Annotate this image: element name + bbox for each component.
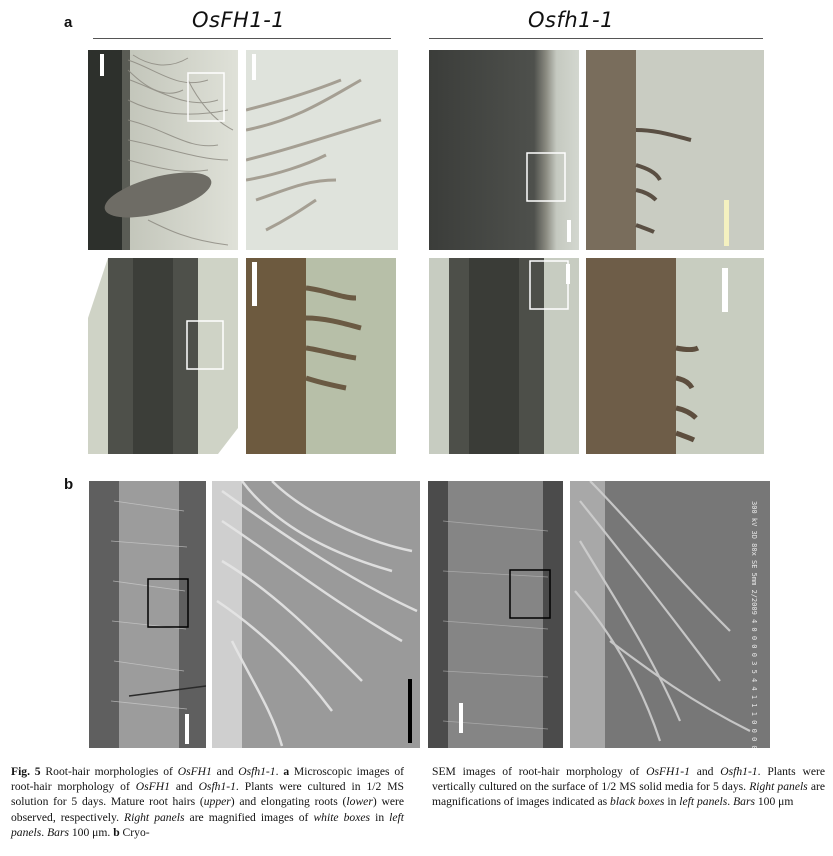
caption-text: Root-hair morphologies of: [40, 765, 178, 778]
inset-box-black: [509, 569, 551, 619]
gene-name: Osfh1-1: [198, 780, 236, 794]
caption-emph: white boxes: [313, 810, 371, 824]
micrograph-mutant-mature-overview: [429, 50, 579, 250]
inset-box-white: [186, 320, 224, 370]
caption-text: ) were observed, respectively.: [11, 795, 404, 824]
caption-text: SEM images of root-hair morphology of: [432, 765, 647, 778]
scale-bar: [91, 264, 95, 284]
genotype-title-wildtype: OsFH1-1: [192, 8, 286, 32]
scale-bar: [566, 264, 570, 284]
sem-mutant-overview: [428, 481, 563, 748]
gene-name: Osfh1-1: [720, 765, 758, 778]
gene-name: OsFH1: [177, 765, 212, 778]
caption-text: Cryo-: [119, 825, 150, 839]
caption-text: and: [169, 780, 199, 794]
gene-name: OsFH1-1: [646, 765, 690, 778]
caption-text: 100 μm: [754, 795, 794, 809]
micrograph-wt-mature-magnified: [246, 50, 398, 250]
caption-text: and: [689, 765, 721, 778]
sem-mutant-magnified: 300 kV 3D 80x SE 5mm 2/2009 4 0 0 0 0 3 …: [570, 481, 770, 748]
inset-box-black: [147, 578, 189, 628]
scale-bar: [252, 262, 257, 306]
caption-emph: lower: [346, 795, 373, 809]
micrograph-wt-mature-overview: [88, 50, 238, 250]
caption-text: Microscopic images of root-hair morpholo…: [11, 765, 404, 794]
title-rule-left: [93, 38, 391, 39]
gene-name: OsFH1: [135, 780, 170, 794]
scale-bar: [724, 200, 729, 246]
caption-text: .: [275, 765, 284, 778]
micrograph-mutant-mature-magnified: [586, 50, 764, 250]
inset-box-white: [529, 260, 569, 310]
scale-bar: [100, 54, 104, 76]
panel-a-letter: a: [64, 14, 73, 31]
caption-text: are magnified images of: [184, 810, 314, 824]
caption-text: are magnifications of images indicated a…: [432, 780, 825, 809]
gene-name: Osfh1-1: [238, 765, 276, 778]
caption-text: .: [727, 795, 734, 809]
title-rule-right: [429, 38, 763, 39]
figure-caption-left: Fig. 5 Root-hair morphologies of OsFH1 a…: [11, 764, 404, 840]
caption-emph: Bars: [733, 795, 755, 809]
sem-wt-magnified: [212, 481, 420, 748]
panel-b-letter: b: [64, 476, 74, 493]
micrograph-mutant-elongating-magnified: [586, 258, 764, 454]
micrograph-wt-elongating-magnified: [246, 258, 396, 454]
caption-text: and: [211, 765, 239, 778]
scale-bar: [567, 220, 571, 242]
sem-wt-overview: [89, 481, 206, 748]
caption-text: 100 μm.: [68, 825, 114, 839]
micrograph-mutant-elongating-overview: [429, 258, 579, 454]
figure-caption-right: SEM images of root-hair morphology of Os…: [432, 764, 825, 810]
caption-text: . Plants were vertically cultured on the…: [432, 765, 825, 794]
caption-text: . Plants were cultured in 1/2 MS solutio…: [11, 780, 404, 809]
inset-box-white: [187, 72, 225, 122]
scale-bar: [408, 679, 412, 743]
caption-emph: black boxes: [610, 795, 665, 809]
caption-emph: Right panels: [749, 780, 808, 794]
caption-emph: left panels: [11, 810, 404, 839]
scale-bar: [722, 268, 728, 312]
scale-bar: [185, 714, 189, 744]
caption-emph: left panels: [679, 795, 728, 809]
panel-ref: a: [283, 765, 290, 778]
caption-text: in: [664, 795, 680, 809]
caption-text: ) and elongating roots (: [230, 795, 347, 809]
scale-bar: [459, 703, 463, 733]
sem-info-text: 300 kV 3D 80x SE 5mm 2/2009 4 0 0 0 0 3 …: [750, 501, 758, 748]
caption-text: .: [41, 825, 48, 839]
caption-emph: Right panels: [124, 810, 185, 824]
panel-ref: b: [113, 825, 120, 839]
figure-label: Fig. 5: [11, 765, 41, 778]
inset-box-white: [526, 152, 566, 202]
micrograph-wt-elongating-overview: [88, 258, 238, 454]
caption-text: in: [370, 810, 390, 824]
caption-emph: upper: [203, 795, 231, 809]
caption-emph: Bars: [47, 825, 69, 839]
genotype-title-mutant: Osfh1-1: [528, 8, 614, 32]
scale-bar: [252, 54, 256, 80]
